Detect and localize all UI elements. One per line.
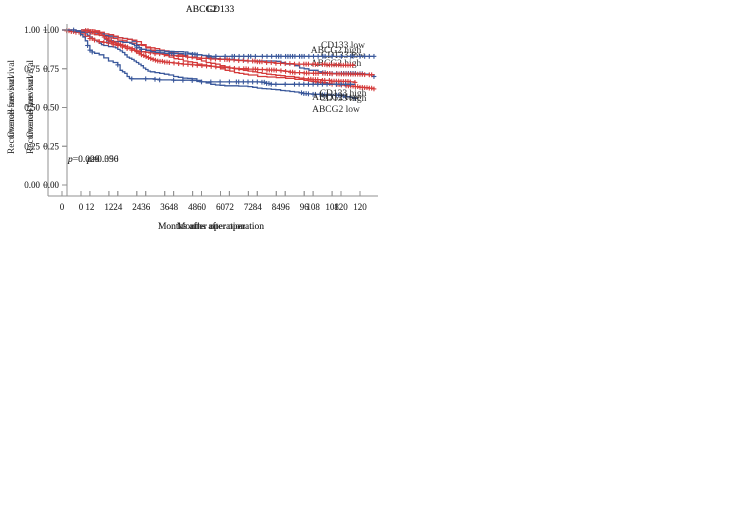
x-tick-label: 24 [132,202,142,212]
x-tick-label: 108 [306,202,320,212]
x-tick-label: 36 [160,202,170,212]
x-tick-label: 108 [325,202,339,212]
x-tick-label: 24 [113,202,123,212]
x-tick-label: 12 [104,202,113,212]
x-tick-label: 120 [353,202,367,212]
x-tick-label: 36 [141,202,151,212]
x-tick-label: 84 [272,202,282,212]
survival-curve-abcg2-low [62,29,356,99]
x-tick-label: 48 [188,202,198,212]
x-tick-label: 12 [85,202,94,212]
x-tick-label: 48 [169,202,179,212]
panel-title: ABCG2 [186,5,217,15]
curve-label-cd133-low: CD133 low [321,41,365,51]
x-tick-label: 60 [197,202,207,212]
curve-label-abcg2-high: ABCG2 high [311,46,362,56]
y-tick-label: 0.00 [24,180,40,190]
x-tick-label: 36 [160,202,170,212]
x-tick-label: 96 [281,202,291,212]
y-tick-label: 0.00 [43,180,59,190]
p-value-label: p=0.029 [67,155,100,165]
km-panel-abcg2-recurrence-free-survival: ABCG2 Recurrence-free survival 0.00 0.25 0.5… [6,5,372,232]
x-tick-label: 72 [244,202,253,212]
y-tick-label: 0.50 [24,103,40,113]
x-tick-label: 0 [60,202,65,212]
y-axis-label: Recurrence-free survival [25,60,36,155]
y-tick-label: 0.25 [43,141,59,151]
x-tick-label: 72 [225,202,234,212]
y-tick-label: 0.25 [24,141,40,151]
y-tick-label: 0.75 [24,64,40,74]
x-tick-label: 84 [253,202,263,212]
x-tick-label: 0 [79,202,84,212]
x-axis-label: Months after operation [177,221,264,232]
x-tick-label: 12 [85,202,94,212]
x-axis-label: Months after operation [158,221,245,232]
x-tick-label: 96 [300,202,310,212]
y-tick-label: 0.50 [43,103,59,113]
x-tick-label: 120 [334,202,348,212]
x-tick-label: 120 [353,202,367,212]
y-axis-label: Recurrence-free survival [6,60,17,155]
x-tick-label: 108 [306,202,320,212]
y-tick-label: 0.25 [24,141,40,151]
x-axis-label: Months after operation [158,221,245,232]
x-tick-label: 48 [188,202,198,212]
x-tick-label: 12 [104,202,113,212]
y-tick-label: 0.50 [24,103,40,113]
x-tick-label: 60 [216,202,226,212]
x-tick-label: 60 [197,202,207,212]
y-axis-label: Overall survival [7,76,17,138]
curve-label-cd133-high: CD133 high [320,94,367,104]
km-panel-cd133-recurrence-free-survival: CD133 Recurrence-free survival 0.00 0.25 0.5… [25,5,378,232]
y-tick-label: 0.25 [43,141,59,151]
curve-label-abcg2-low: ABCG2 low [312,105,360,115]
curve-label-abcg2-low: ABCG2 low [312,93,360,103]
y-axis-label: Overall survival [26,76,36,138]
y-tick-label: 1.00 [43,25,59,35]
x-tick-label: 72 [225,202,234,212]
x-tick-label: 108 [325,202,339,212]
p-value-label: p=0.006 [67,155,100,165]
y-tick-label: 1.00 [24,25,40,35]
y-tick-label: 0.00 [43,180,59,190]
x-tick-label: 0 [79,202,84,212]
panel-title: CD133 [207,5,235,15]
x-tick-label: 84 [272,202,282,212]
x-tick-label: 24 [113,202,123,212]
y-tick-label: 0.00 [24,180,40,190]
x-tick-label: 24 [132,202,142,212]
x-axis-label: Months after operation [177,221,264,232]
x-tick-label: 36 [141,202,151,212]
y-tick-label: 0.50 [43,103,59,113]
y-tick-label: 0.75 [43,64,59,74]
panel-title: CD133 [207,5,235,15]
p-value-label: p=0.350 [86,155,119,165]
x-tick-label: 120 [334,202,348,212]
x-tick-label: 96 [300,202,310,212]
panel-title: ABCG2 [186,5,217,15]
p-value-label: p=0.096 [86,155,119,165]
x-tick-label: 60 [216,202,226,212]
x-tick-label: 84 [253,202,263,212]
y-tick-label: 0.75 [24,64,40,74]
y-tick-label: 1.00 [43,25,59,35]
y-tick-label: 1.00 [24,25,40,35]
x-tick-label: 96 [281,202,291,212]
x-tick-label: 48 [169,202,179,212]
x-tick-label: 72 [244,202,253,212]
x-tick-label: 0 [60,202,65,212]
curve-label-cd133-high: CD133 high [320,89,367,99]
y-tick-label: 0.75 [43,64,59,74]
